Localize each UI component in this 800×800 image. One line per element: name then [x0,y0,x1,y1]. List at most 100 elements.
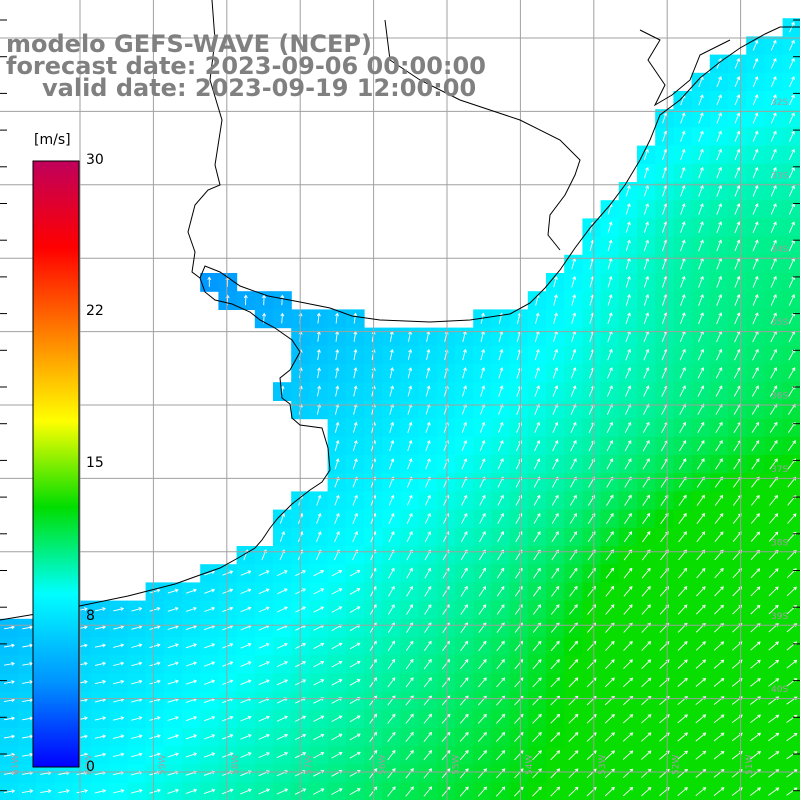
wind-arrow [258,570,270,576]
wind-arrow [624,458,632,470]
wind-arrow [149,661,161,667]
wind-arrow [441,768,451,779]
wind-arrow [534,385,540,397]
wind-arrow [349,733,361,741]
wind-arrow [679,312,686,325]
wind-arrow [571,275,577,288]
wind-arrow [406,494,413,506]
wind-arrow [768,714,780,723]
wind-arrow [623,604,633,615]
wind-arrow [680,166,686,179]
wind-arrow [607,294,613,306]
wind-arrow [642,440,650,452]
wind-arrow [334,403,340,415]
colorbar-tick-22: 22 [86,303,104,319]
wind-arrow [714,604,724,615]
wind-arrow [751,421,760,434]
wind-arrow [716,112,722,124]
wind-arrow [514,750,524,761]
wind-arrow [204,679,216,685]
wind-arrow [605,585,615,597]
wind-arrow [677,732,688,742]
forecast-date: forecast date: 2023-09-06 00:00:00 [6,52,486,80]
wind-arrow [335,312,340,324]
wind-arrow [768,659,780,669]
longitude-labels: 61W 60W 59W 58W 57W 56W 55W 54W 53W 52W 51W [11,755,755,775]
wind-arrow [387,768,396,779]
wind-arrow [769,494,778,506]
wind-arrow [662,184,668,197]
wind-arrow [533,458,541,470]
wind-arrow [535,312,540,324]
latitude-label: 37S [771,465,788,475]
wind-arrow [480,367,486,379]
wind-arrow [222,752,234,758]
wind-arrow [643,221,650,233]
wind-arrow [698,203,704,215]
wind-arrow [331,751,343,759]
wind-arrow [406,604,413,615]
wind-arrow [734,312,741,325]
wind-arrow [479,421,486,433]
wind-arrow [478,567,486,579]
wind-arrow [496,604,505,615]
wind-arrow [496,586,505,597]
wind-arrow [643,348,650,361]
wind-arrow [750,659,761,669]
wind-arrow [425,385,431,397]
wind-arrow [698,294,704,306]
colorbar-tick-0: 0 [86,759,95,775]
wind-arrow [112,752,125,758]
wind-arrow [552,440,559,452]
wind-arrow [680,185,686,197]
wind-arrow [313,588,325,595]
wind-arrow [716,94,722,106]
wind-arrow [222,734,234,740]
wind-arrow [696,513,706,524]
wind-arrow [625,185,631,197]
wind-arrow [3,734,16,739]
wind-arrow [279,531,286,543]
wind-arrow [204,643,216,649]
wind-arrow [550,659,560,670]
wind-arrow [425,367,431,379]
wind-arrow [678,494,687,506]
wind-arrow [185,661,198,667]
wind-arrow [334,531,340,543]
wind-arrow [604,786,615,797]
wind-arrow [752,76,759,88]
latitude-label: 39S [771,612,788,622]
wind-arrow [276,715,288,722]
wind-arrow [423,786,433,797]
wind-arrow [441,731,451,742]
wind-arrow [407,367,413,379]
wind-arrow [279,512,286,524]
wind-arrow [203,752,216,758]
wind-arrow [770,166,777,179]
wind-arrow [641,586,651,597]
wind-arrow [94,661,107,666]
wind-arrow [713,732,725,742]
wind-arrow [388,585,395,597]
wind-arrow [697,440,705,452]
wind-arrow [389,421,395,433]
wind-arrow [625,348,632,361]
wind-arrow [313,751,325,759]
wind-arrow [424,604,432,615]
wind-arrow [716,294,723,306]
wind-arrow [643,275,650,288]
wind-arrow [714,513,724,524]
wind-arrow [423,677,432,688]
wind-arrow [276,788,289,795]
wind-arrow [661,275,668,288]
wind-arrow [625,312,631,324]
wind-arrow [207,276,212,287]
wind-arrow [770,221,777,233]
wind-arrow [715,367,723,379]
wind-arrow [641,567,651,579]
wind-arrow [149,716,161,721]
wind-arrow [713,641,725,651]
wind-arrow [695,604,706,615]
wind-arrow [496,731,506,742]
